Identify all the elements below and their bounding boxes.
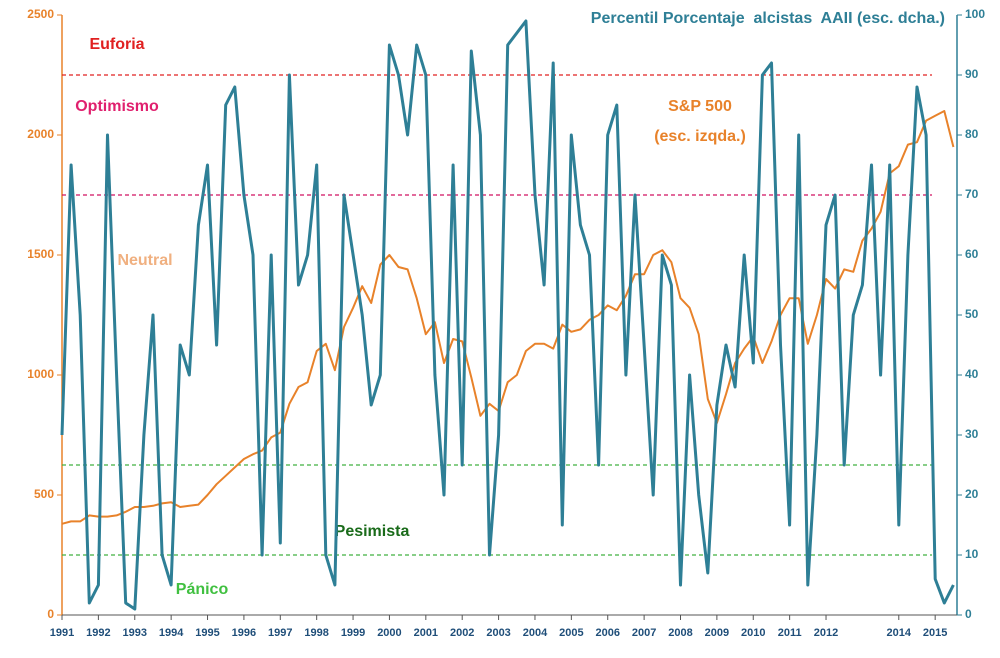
x-tick-label: 2003	[486, 627, 510, 639]
y2-tick-label: 20	[965, 487, 979, 501]
annotation: Neutral	[117, 252, 172, 269]
x-tick-label: 2005	[559, 627, 583, 639]
x-tick-label: 1998	[304, 627, 328, 639]
series-line	[61, 110, 955, 525]
x-tick-label: 2012	[814, 627, 838, 639]
y2-tick-label: 60	[965, 247, 979, 261]
y2-tick-label: 40	[965, 367, 979, 381]
reference-label: Pesimista	[335, 523, 410, 540]
x-tick-label: 2001	[414, 627, 438, 639]
y-tick-label: 1500	[27, 247, 54, 261]
y2-tick-label: 90	[965, 67, 979, 81]
legend-label: Percentil Porcentaje alcistas AAII (esc.…	[591, 10, 945, 27]
x-tick-label: 1995	[195, 627, 219, 639]
x-tick-label: 2004	[523, 627, 548, 639]
y-tick-label: 1000	[27, 367, 54, 381]
y-tick-label: 2500	[27, 7, 54, 21]
y2-tick-label: 50	[965, 307, 979, 321]
x-tick-label: 2011	[778, 627, 802, 639]
y2-tick-label: 100	[965, 7, 985, 21]
x-tick-label: 1997	[268, 627, 292, 639]
y2-tick-label: 0	[965, 607, 972, 621]
y2-tick-label: 70	[965, 187, 979, 201]
x-tick-label: 2015	[923, 627, 947, 639]
reference-label: Pánico	[176, 581, 229, 598]
series-line	[60, 19, 955, 611]
x-tick-label: 2009	[705, 627, 729, 639]
reference-label: Euforia	[89, 36, 144, 53]
x-tick-label: 1994	[159, 627, 184, 639]
legend-note: (esc. izqda.)	[654, 128, 746, 145]
x-tick-label: 1996	[232, 627, 256, 639]
x-tick-label: 2006	[595, 627, 619, 639]
x-tick-label: 1999	[341, 627, 365, 639]
x-tick-label: 2010	[741, 627, 765, 639]
y-tick-label: 2000	[27, 127, 54, 141]
x-tick-label: 2002	[450, 627, 474, 639]
y2-tick-label: 10	[965, 547, 979, 561]
x-tick-label: 2008	[668, 627, 692, 639]
y-tick-label: 0	[47, 607, 54, 621]
reference-label: Optimismo	[75, 98, 159, 115]
y2-tick-label: 30	[965, 427, 979, 441]
x-tick-label: 1993	[123, 627, 147, 639]
x-tick-label: 1991	[50, 627, 74, 639]
x-tick-label: 1992	[86, 627, 110, 639]
y-tick-label: 500	[34, 487, 54, 501]
x-tick-label: 2007	[632, 627, 656, 639]
x-tick-label: 2014	[887, 627, 912, 639]
legend-label: S&P 500	[668, 98, 732, 115]
x-tick-label: 2000	[377, 627, 401, 639]
y2-tick-label: 80	[965, 127, 979, 141]
